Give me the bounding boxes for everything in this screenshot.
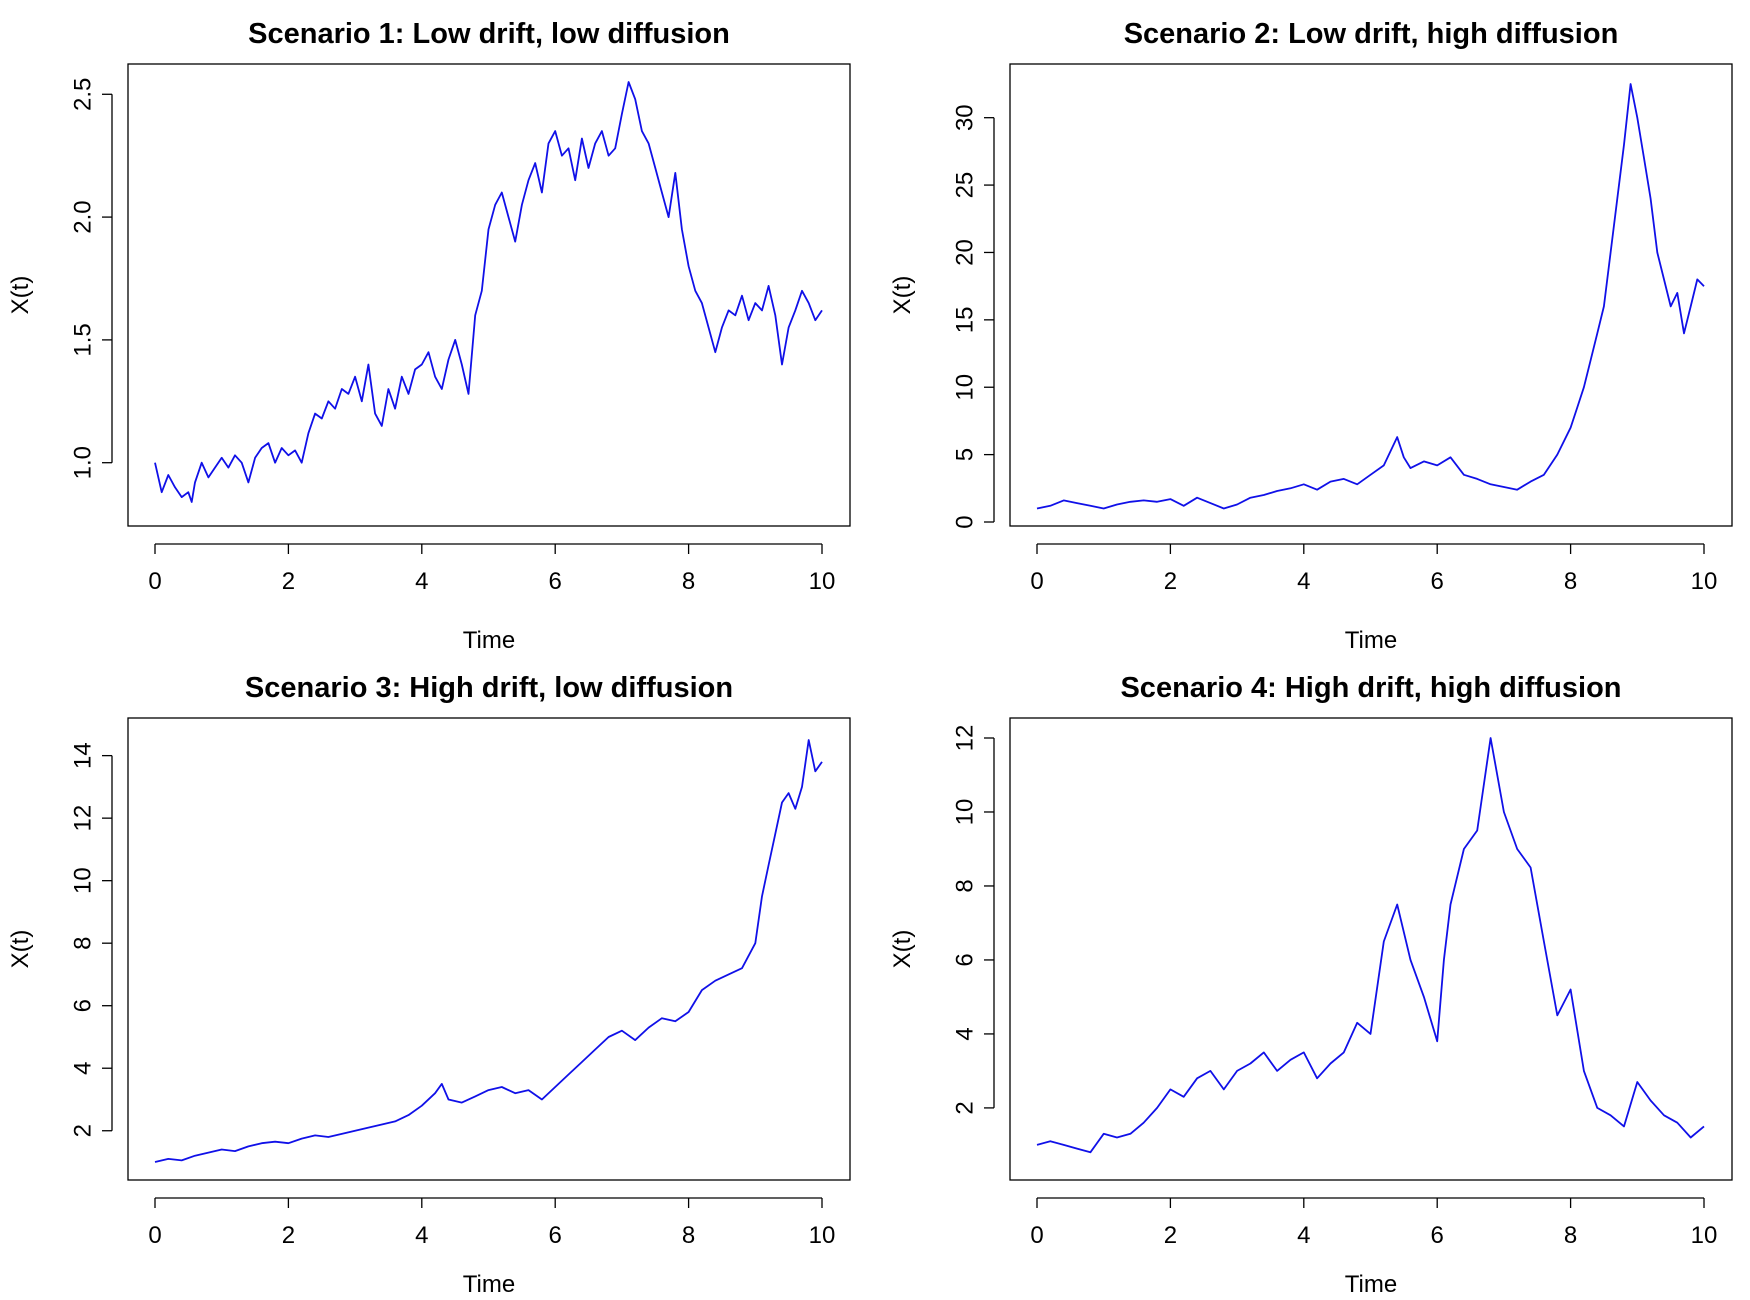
y-axis: 2 4 6 8 10 12 [951, 725, 995, 1115]
y-axis: 2 4 6 8 10 12 14 [69, 742, 113, 1137]
y-axis: 0 5 10 15 20 25 30 [951, 104, 995, 529]
x-tick-label: 4 [415, 1222, 428, 1249]
y-tick-label: 12 [951, 725, 978, 752]
x-tick-label: 0 [1030, 568, 1043, 595]
y-tick-label: 14 [69, 742, 96, 769]
y-tick-label: 2.0 [69, 200, 96, 233]
x-tick-label: 2 [282, 1222, 295, 1249]
x-tick-label: 10 [809, 1222, 836, 1249]
y-tick-label: 4 [951, 1027, 978, 1040]
y-tick-label: 4 [69, 1062, 96, 1075]
y-tick-label: 12 [69, 805, 96, 832]
plot-frame [127, 63, 851, 527]
x-tick-label: 6 [549, 1222, 562, 1249]
y-tick-label: 1.0 [69, 446, 96, 479]
x-tick-label: 10 [1691, 568, 1718, 595]
panel-3: Scenario 3: High drift, low diffusion Ti… [7, 672, 851, 1298]
y-axis-label: X(t) [7, 276, 34, 315]
x-tick-label: 4 [1297, 1222, 1310, 1249]
y-tick-label: 5 [951, 448, 978, 461]
x-axis: 0 2 4 6 8 10 [148, 1197, 836, 1249]
x-tick-label: 4 [1297, 568, 1310, 595]
panel-title: Scenario 1: Low drift, low diffusion [248, 18, 730, 50]
y-tick-label: 2 [951, 1101, 978, 1114]
x-axis-label: Time [463, 627, 515, 654]
x-tick-label: 8 [682, 1222, 695, 1249]
x-tick-label: 8 [682, 568, 695, 595]
x-tick-label: 8 [1564, 568, 1577, 595]
y-tick-label: 10 [951, 374, 978, 401]
x-tick-label: 2 [1164, 568, 1177, 595]
x-axis: 0 2 4 6 8 10 [1030, 543, 1718, 595]
y-tick-label: 15 [951, 306, 978, 333]
y-tick-label: 20 [951, 239, 978, 266]
y-tick-label: 1.5 [69, 323, 96, 356]
y-axis-label: X(t) [889, 930, 916, 969]
y-tick-label: 8 [69, 937, 96, 950]
x-tick-label: 6 [1431, 568, 1444, 595]
series-line [1036, 737, 1705, 1154]
series-line [154, 81, 823, 503]
x-tick-label: 8 [1564, 1222, 1577, 1249]
x-axis: 0 2 4 6 8 10 [148, 543, 836, 595]
plot-frame [1009, 63, 1733, 527]
x-tick-label: 10 [809, 568, 836, 595]
x-tick-label: 0 [148, 1222, 161, 1249]
y-tick-label: 10 [69, 867, 96, 894]
panel-1: Scenario 1: Low drift, low diffusion Tim… [7, 18, 851, 654]
x-tick-label: 6 [1431, 1222, 1444, 1249]
plot-frame [1009, 717, 1733, 1181]
y-tick-label: 6 [69, 999, 96, 1012]
series-line [1036, 83, 1705, 510]
panel-2: Scenario 2: Low drift, high diffusion Ti… [889, 18, 1733, 654]
y-tick-label: 8 [951, 879, 978, 892]
y-tick-label: 30 [951, 104, 978, 131]
panel-title: Scenario 4: High drift, high diffusion [1120, 672, 1621, 704]
panel-title: Scenario 2: Low drift, high diffusion [1124, 18, 1619, 50]
y-tick-label: 6 [951, 953, 978, 966]
y-axis-label: X(t) [889, 276, 916, 315]
x-tick-label: 0 [1030, 1222, 1043, 1249]
y-tick-label: 10 [951, 799, 978, 826]
y-tick-label: 25 [951, 172, 978, 199]
panel-4: Scenario 4: High drift, high diffusion T… [889, 672, 1733, 1298]
plot-frame [127, 717, 851, 1181]
x-axis-label: Time [463, 1271, 515, 1298]
y-axis-label: X(t) [7, 930, 34, 969]
series-line [154, 739, 823, 1163]
x-tick-label: 6 [549, 568, 562, 595]
y-axis: 1.0 1.5 2.0 2.5 [69, 78, 113, 479]
panel-title: Scenario 3: High drift, low diffusion [245, 672, 733, 704]
x-tick-label: 10 [1691, 1222, 1718, 1249]
x-tick-label: 4 [415, 568, 428, 595]
y-tick-label: 0 [951, 515, 978, 528]
x-tick-label: 2 [1164, 1222, 1177, 1249]
y-tick-label: 2 [69, 1124, 96, 1137]
y-tick-label: 2.5 [69, 78, 96, 111]
x-axis: 0 2 4 6 8 10 [1030, 1197, 1718, 1249]
x-tick-label: 2 [282, 568, 295, 595]
x-axis-label: Time [1345, 1271, 1397, 1298]
x-axis-label: Time [1345, 627, 1397, 654]
x-tick-label: 0 [148, 568, 161, 595]
